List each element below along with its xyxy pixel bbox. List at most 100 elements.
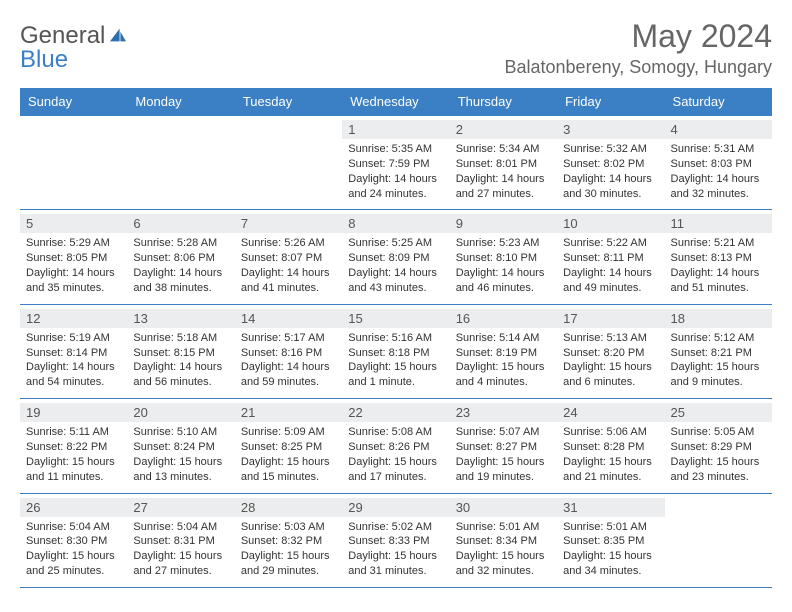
calendar-cell: 31 Sunrise: 5:01 AMSunset: 8:35 PMDayligh… <box>557 494 664 587</box>
cell-text: Sunrise: 5:28 AMSunset: 8:06 PMDaylight:… <box>133 236 228 295</box>
calendar-cell: 26Sunrise: 5:04 AMSunset: 8:30 PMDayligh… <box>20 494 127 587</box>
day-header: Wednesday <box>342 88 449 115</box>
calendar-cell: 5 Sunrise: 5:29 AMSunset: 8:05 PMDaylight… <box>20 210 127 303</box>
calendar-cell: 4Sunrise: 5:31 AMSunset: 8:03 PMDaylight… <box>665 116 772 209</box>
cell-text: Sunrise: 5:13 AMSunset: 8:20 PMDaylight:… <box>563 331 658 390</box>
calendar-cell: 3 Sunrise: 5:32 AMSunset: 8:02 PMDaylight… <box>557 116 664 209</box>
calendar-cell: 20 Sunrise: 5:10 AMSunset: 8:24 PMDayligh… <box>127 399 234 492</box>
cell-text: Sunrise: 5:05 AMSunset: 8:29 PMDaylight:… <box>671 425 766 484</box>
day-number: 18 <box>665 309 772 328</box>
day-number: 15 <box>342 309 449 328</box>
cell-text: Sunrise: 5:29 AMSunset: 8:05 PMDaylight:… <box>26 236 121 295</box>
day-header: Tuesday <box>235 88 342 115</box>
calendar-cell: 17 Sunrise: 5:13 AMSunset: 8:20 PMDayligh… <box>557 305 664 398</box>
day-number: 30 <box>450 498 557 517</box>
cell-text: Sunrise: 5:09 AMSunset: 8:25 PMDaylight:… <box>241 425 336 484</box>
cell-text: Sunrise: 5:18 AMSunset: 8:15 PMDaylight:… <box>133 331 228 390</box>
calendar: SundayMondayTuesdayWednesdayThursdayFrid… <box>20 88 772 588</box>
cell-text: Sunrise: 5:23 AMSunset: 8:10 PMDaylight:… <box>456 236 551 295</box>
calendar-cell: 19 Sunrise: 5:11 AMSunset: 8:22 PMDayligh… <box>20 399 127 492</box>
month-title: May 2024 <box>505 18 773 55</box>
day-number: 19 <box>20 403 127 422</box>
calendar-cell: 27 Sunrise: 5:04 AMSunset: 8:31 PMDayligh… <box>127 494 234 587</box>
cell-text: Sunrise: 5:01 AMSunset: 8:35 PMDaylight:… <box>563 520 658 579</box>
day-number: 6 <box>127 214 234 233</box>
day-header: Sunday <box>20 88 127 115</box>
calendar-cell: 1 Sunrise: 5:35 AMSunset: 7:59 PMDaylight… <box>342 116 449 209</box>
day-number: 2 <box>450 120 557 139</box>
day-header: Friday <box>557 88 664 115</box>
calendar-cell: .. <box>235 116 342 209</box>
day-number: 5 <box>20 214 127 233</box>
cell-text: Sunrise: 5:35 AMSunset: 7:59 PMDaylight:… <box>348 142 443 201</box>
cell-text: Sunrise: 5:11 AMSunset: 8:22 PMDaylight:… <box>26 425 121 484</box>
cell-text: Sunrise: 5:21 AMSunset: 8:13 PMDaylight:… <box>671 236 766 295</box>
calendar-week: 5 Sunrise: 5:29 AMSunset: 8:05 PMDaylight… <box>20 210 772 304</box>
calendar-cell: 22 Sunrise: 5:08 AMSunset: 8:26 PMDayligh… <box>342 399 449 492</box>
calendar-cell: 11 Sunrise: 5:21 AMSunset: 8:13 PMDayligh… <box>665 210 772 303</box>
calendar-cell: 13Sunrise: 5:18 AMSunset: 8:15 PMDayligh… <box>127 305 234 398</box>
day-number: 3 <box>557 120 664 139</box>
cell-text: Sunrise: 5:17 AMSunset: 8:16 PMDaylight:… <box>241 331 336 390</box>
calendar-cell: .. <box>127 116 234 209</box>
day-number: 12 <box>20 309 127 328</box>
calendar-cell: 18 Sunrise: 5:12 AMSunset: 8:21 PMDayligh… <box>665 305 772 398</box>
cell-text: Sunrise: 5:32 AMSunset: 8:02 PMDaylight:… <box>563 142 658 201</box>
day-number: 23 <box>450 403 557 422</box>
day-number: 8 <box>342 214 449 233</box>
cell-text: Sunrise: 5:22 AMSunset: 8:11 PMDaylight:… <box>563 236 658 295</box>
calendar-cell: 2Sunrise: 5:34 AMSunset: 8:01 PMDaylight… <box>450 116 557 209</box>
cell-text: Sunrise: 5:07 AMSunset: 8:27 PMDaylight:… <box>456 425 551 484</box>
day-number: 27 <box>127 498 234 517</box>
day-number: 21 <box>235 403 342 422</box>
logo: GeneralBlue <box>20 18 129 72</box>
day-header: Saturday <box>665 88 772 115</box>
day-number: 9 <box>450 214 557 233</box>
calendar-cell: 28 Sunrise: 5:03 AMSunset: 8:32 PMDayligh… <box>235 494 342 587</box>
calendar-cell: 30Sunrise: 5:01 AMSunset: 8:34 PMDayligh… <box>450 494 557 587</box>
location: Balatonbereny, Somogy, Hungary <box>505 57 773 78</box>
logo-word-1: General <box>20 22 105 49</box>
day-number: 24 <box>557 403 664 422</box>
calendar-cell: 14 Sunrise: 5:17 AMSunset: 8:16 PMDayligh… <box>235 305 342 398</box>
calendar-cell: 15 Sunrise: 5:16 AMSunset: 8:18 PMDayligh… <box>342 305 449 398</box>
day-number: 7 <box>235 214 342 233</box>
day-number: 11 <box>665 214 772 233</box>
calendar-cell: 6 Sunrise: 5:28 AMSunset: 8:06 PMDaylight… <box>127 210 234 303</box>
title-block: May 2024 Balatonbereny, Somogy, Hungary <box>505 18 773 78</box>
day-number: 26 <box>20 498 127 517</box>
calendar-cell: 25Sunrise: 5:05 AMSunset: 8:29 PMDayligh… <box>665 399 772 492</box>
cell-text: Sunrise: 5:03 AMSunset: 8:32 PMDaylight:… <box>241 520 336 579</box>
cell-text: Sunrise: 5:16 AMSunset: 8:18 PMDaylight:… <box>348 331 443 390</box>
day-number: 28 <box>235 498 342 517</box>
day-number: 14 <box>235 309 342 328</box>
day-number: 29 <box>342 498 449 517</box>
calendar-cell: 16 Sunrise: 5:14 AMSunset: 8:19 PMDayligh… <box>450 305 557 398</box>
day-number: 31 <box>557 498 664 517</box>
header: GeneralBlue May 2024 Balatonbereny, Somo… <box>20 18 772 78</box>
cell-text: Sunrise: 5:02 AMSunset: 8:33 PMDaylight:… <box>348 520 443 579</box>
calendar-cell: 12Sunrise: 5:19 AMSunset: 8:14 PMDayligh… <box>20 305 127 398</box>
cell-text: Sunrise: 5:25 AMSunset: 8:09 PMDaylight:… <box>348 236 443 295</box>
cell-text: Sunrise: 5:14 AMSunset: 8:19 PMDaylight:… <box>456 331 551 390</box>
day-number: 4 <box>665 120 772 139</box>
cell-text: Sunrise: 5:26 AMSunset: 8:07 PMDaylight:… <box>241 236 336 295</box>
calendar-header-row: SundayMondayTuesdayWednesdayThursdayFrid… <box>20 88 772 115</box>
calendar-cell: 29 Sunrise: 5:02 AMSunset: 8:33 PMDayligh… <box>342 494 449 587</box>
day-number: 16 <box>450 309 557 328</box>
day-number: 17 <box>557 309 664 328</box>
calendar-cell: 8 Sunrise: 5:25 AMSunset: 8:09 PMDaylight… <box>342 210 449 303</box>
calendar-week: ......1Sunrise: 5:35 AMSunset: 7:59 PMDa… <box>20 115 772 210</box>
calendar-body: ......1Sunrise: 5:35 AMSunset: 7:59 PMDa… <box>20 115 772 588</box>
calendar-cell: .. <box>665 494 772 587</box>
day-number: 20 <box>127 403 234 422</box>
day-number: 1 <box>342 120 449 139</box>
cell-text: Sunrise: 5:12 AMSunset: 8:21 PMDaylight:… <box>671 331 766 390</box>
day-number: 22 <box>342 403 449 422</box>
day-number: 10 <box>557 214 664 233</box>
calendar-cell: 9 Sunrise: 5:23 AMSunset: 8:10 PMDaylight… <box>450 210 557 303</box>
cell-text: Sunrise: 5:10 AMSunset: 8:24 PMDaylight:… <box>133 425 228 484</box>
cell-text: Sunrise: 5:08 AMSunset: 8:26 PMDaylight:… <box>348 425 443 484</box>
calendar-cell: 21 Sunrise: 5:09 AMSunset: 8:25 PMDayligh… <box>235 399 342 492</box>
cell-text: Sunrise: 5:04 AMSunset: 8:31 PMDaylight:… <box>133 520 228 579</box>
